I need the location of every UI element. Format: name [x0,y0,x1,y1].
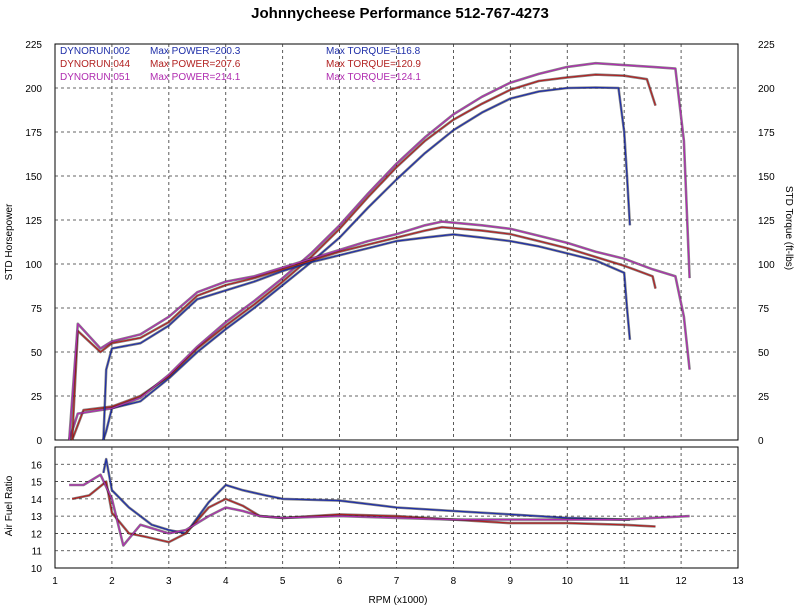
y-tick-label-air-fuel: 15 [31,478,43,489]
x-tick-label-rpm: 4 [223,576,229,587]
y-tick-label-horsepower: 200 [25,84,42,95]
y-axis-label-air-fuel: Air Fuel Ratio [4,475,15,536]
legend-max-torque: Max TORQUE=120.9 [326,59,421,70]
y-tick-label-horsepower: 125 [25,216,42,227]
y-tick-label-torque: 75 [758,304,770,315]
y-tick-label-horsepower: 225 [25,40,42,51]
y-tick-label-horsepower: 25 [31,392,43,403]
x-tick-label-rpm: 5 [280,576,286,587]
x-tick-label-rpm: 12 [676,576,688,587]
y-tick-label-torque: 50 [758,348,770,359]
legend-max-power: Max POWER=207.6 [150,59,241,70]
y-tick-label-torque: 0 [758,436,764,447]
y-tick-label-horsepower: 50 [31,348,43,359]
legend-max-torque: Max TORQUE=124.1 [326,72,421,83]
x-tick-label-rpm: 1 [52,576,58,587]
y-tick-label-horsepower: 100 [25,260,42,271]
y-tick-label-horsepower: 0 [36,436,42,447]
series-line-dynorun-051-torque [68,221,691,441]
y-tick-label-torque: 150 [758,172,775,183]
legend-max-power: Max POWER=214.1 [150,72,241,83]
x-tick-label-rpm: 13 [732,576,744,587]
y-tick-label-torque: 125 [758,216,775,227]
chart-title: Johnnycheese Performance 512-767-4273 [251,5,549,22]
y-tick-label-air-fuel: 11 [32,547,43,558]
x-tick-label-rpm: 3 [166,576,172,587]
x-tick-label-rpm: 10 [562,576,574,587]
power-torque-series [67,61,691,441]
legend-run-name: DYNORUN.044 [60,59,130,70]
legend-run-name: DYNORUN.051 [60,72,130,83]
y-tick-label-air-fuel: 16 [31,460,43,471]
y-tick-label-torque: 25 [758,392,770,403]
power-torque-panel: 0 0 25 25 50 50 75 75 100 100 125 125 150 150 175 175 20… [25,40,775,447]
series-line-dynorun-002-afr [102,458,630,535]
x-tick-label-rpm: 2 [109,576,115,587]
y-tick-label-torque: 100 [758,260,775,271]
y-tick-label-air-fuel: 12 [31,529,43,540]
y-tick-label-horsepower: 150 [25,172,42,183]
power-torque-ticks: 0 0 25 25 50 50 75 75 100 100 125 125 150 150 175 175 20… [25,40,775,447]
series-line-dynorun-051-afr [69,474,690,547]
air-fuel-series [69,457,690,547]
series-line-dynorun-051-power [68,62,691,441]
x-axis-label-rpm: RPM (x1000) [369,595,428,606]
y-tick-label-horsepower: 175 [25,128,42,139]
y-tick-label-air-fuel: 14 [31,495,43,506]
legend-run-name: DYNORUN.002 [60,46,130,57]
series-line-dynorun-044-torque [71,226,657,441]
y-tick-label-horsepower: 75 [31,304,43,315]
y-tick-label-torque: 225 [758,40,775,51]
x-tick-label-rpm: 8 [451,576,457,587]
x-tick-label-rpm: 7 [394,576,400,587]
y-axis-label-torque: STD Torque (ft-lbs) [783,186,794,270]
y-tick-label-air-fuel: 13 [31,512,43,523]
series-line-dynorun-002-torque [102,233,631,441]
y-tick-label-air-fuel: 10 [31,564,43,575]
legend-max-torque: Max TORQUE=116.8 [326,46,421,57]
y-tick-label-torque: 200 [758,84,775,95]
x-tick-label-rpm: 11 [619,576,630,587]
y-axis-label-horsepower: STD Horsepower [4,203,15,280]
legend-max-power: Max POWER=200.3 [150,46,241,57]
legend: DYNORUN.002 Max POWER=200.3 Max TORQUE=116… [60,46,421,83]
y-tick-label-torque: 175 [758,128,775,139]
series-line-dynorun-044-afr [71,481,656,543]
x-tick-label-rpm: 9 [508,576,514,587]
series-line-dynorun-002-power [102,86,631,441]
x-tick-label-rpm: 6 [337,576,343,587]
